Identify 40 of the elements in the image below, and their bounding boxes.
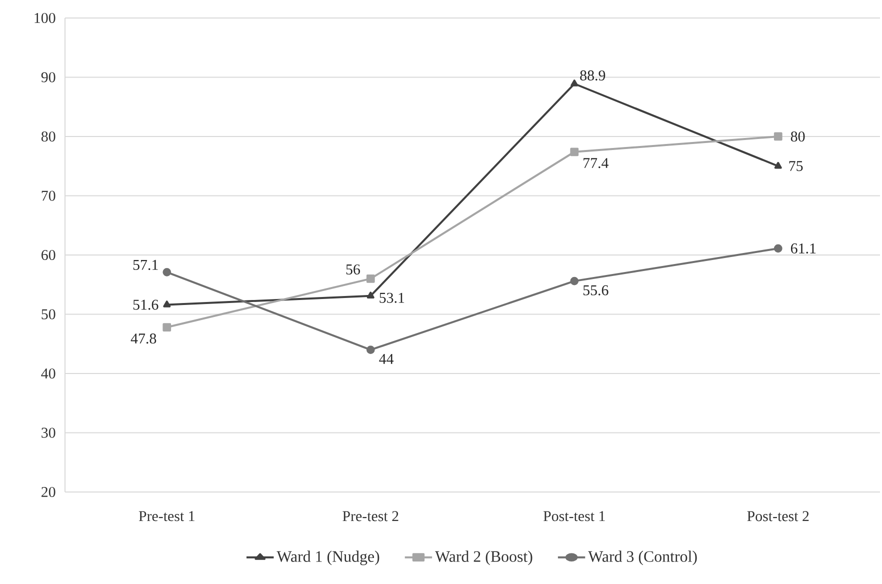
data-label: 53.1	[380, 292, 404, 303]
point	[162, 268, 172, 276]
legend-label: Ward 1 (Nudge)	[276, 550, 380, 566]
y-tick-label: 90	[41, 72, 56, 82]
y-tick-label: 80	[41, 131, 56, 142]
legend-label: Ward 3 (Control)	[588, 550, 697, 566]
legend-label: Ward 2 (Boost)	[435, 550, 532, 566]
y-tick-label: 50	[42, 309, 56, 320]
data-label: 75	[789, 161, 803, 172]
x-tick-label: Post-test 2	[747, 511, 809, 522]
data-label: 88.9	[580, 70, 606, 81]
y-tick-label: 30	[42, 428, 56, 438]
data-label: 51.6	[133, 300, 158, 310]
point	[774, 132, 782, 141]
point	[774, 162, 782, 169]
y-tick-label: 60	[42, 250, 56, 260]
point	[162, 323, 172, 332]
x-tick-label: Post-test 1	[543, 511, 605, 522]
point	[366, 346, 375, 354]
data-label: 47.8	[130, 333, 156, 344]
x-tick-label: Pre-test 1	[138, 511, 194, 522]
y-tick-label: 100	[34, 12, 56, 24]
point	[366, 292, 374, 298]
y-tick-label: 70	[42, 190, 56, 201]
point	[163, 300, 171, 308]
data-label: 55.6	[583, 285, 608, 296]
data-label: 57.1	[133, 260, 158, 270]
y-tick-label: 20	[42, 486, 56, 498]
data-label: 44	[379, 354, 394, 364]
point	[570, 80, 578, 86]
y-tick-label: 40	[41, 368, 56, 379]
data-label: 56	[346, 264, 360, 274]
x-tick-label: Pre-test 2	[342, 511, 398, 522]
data-label: 77.4	[584, 158, 608, 168]
point	[366, 274, 375, 283]
point	[570, 276, 579, 286]
point	[774, 244, 782, 253]
data-label: 80	[790, 131, 805, 142]
point	[570, 148, 579, 156]
data-label: 61.1	[790, 243, 816, 254]
